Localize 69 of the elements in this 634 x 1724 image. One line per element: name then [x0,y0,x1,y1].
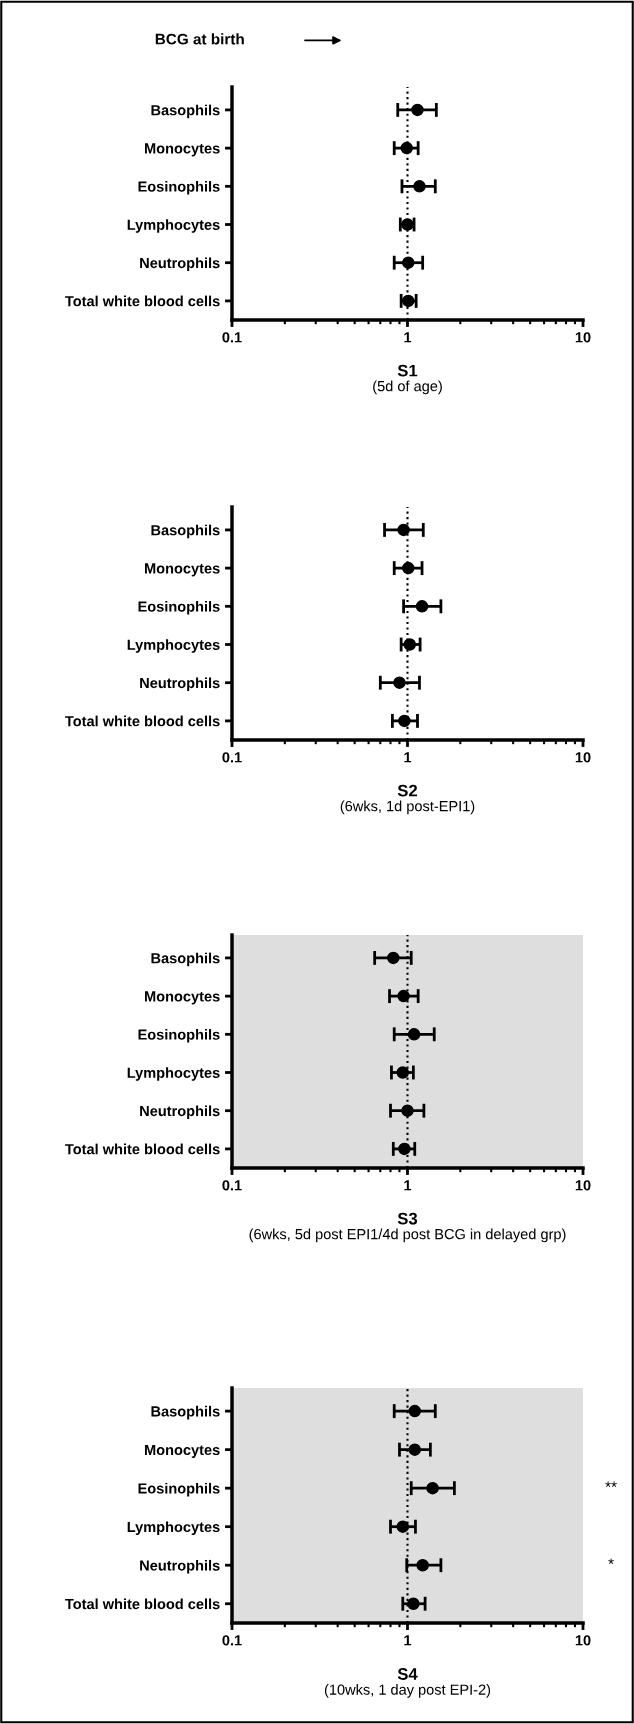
y-tick-label: Lymphocytes [127,1067,220,1081]
x-tick-label: 0.1 [222,332,242,343]
point [397,523,410,537]
x-tick-label: 0.1 [222,1635,242,1646]
point [398,1142,411,1156]
point [393,676,406,689]
text: ** [605,1481,617,1487]
point [398,714,411,728]
point [415,600,429,613]
y-tick-label: Lymphocytes [127,1521,220,1535]
y-tick-label: Basophils [151,952,220,967]
y-tick-label: Total white blood cells [65,1143,220,1155]
text: S2 [397,784,418,797]
y-tick-label: Monocytes [145,563,220,577]
point [426,1481,439,1495]
point [408,1404,422,1418]
text: (6wks, 1d post-EPI1) [340,800,475,815]
text: (10wks, 1 day post EPI-2) [324,1684,491,1698]
point [411,103,424,117]
y-tick-label: Monocytes [145,143,220,157]
y-tick-label: Total white blood cells [65,1598,220,1610]
y-tick-label: Lymphocytes [127,639,220,653]
y-tick-label: Total white blood cells [65,715,220,727]
point [402,256,415,269]
x-tick-label: 1 [404,752,412,763]
point [403,638,417,651]
point [407,1597,420,1610]
y-tick-label: Basophils [151,104,220,119]
y-tick-label: Eosinophils [138,601,220,615]
x-tick-label: 10 [575,752,591,763]
x-tick-label: 1 [404,332,412,343]
text: (6wks, 5d post EPI1/4d post BCG in delayed grp) [249,1228,566,1243]
point [413,180,426,193]
point [408,1443,422,1456]
text: S3 [397,1212,418,1225]
y-tick-label: Total white blood cells [65,295,220,307]
x-tick-label: 0.1 [222,1180,242,1191]
text: * [608,1558,614,1565]
y-tick-label: Neutrophils [140,1105,220,1120]
text: S4 [397,1668,418,1680]
point [397,989,410,1003]
y-tick-label: Lymphocytes [127,219,220,233]
point [400,141,413,155]
y-tick-label: Neutrophils [140,257,220,272]
y-tick-label: Eosinophils [138,1029,220,1043]
x-tick-label: 1 [404,1635,412,1646]
y-tick-label: Monocytes [145,991,220,1005]
text: BCG at birth [155,33,244,45]
y-tick-label: Neutrophils [140,677,220,692]
point [387,951,400,965]
y-tick-label: Basophils [151,524,220,539]
x-tick-label: 1 [404,1180,412,1191]
x-tick-label: 10 [575,332,591,343]
point [401,1104,414,1117]
x-tick-label: 10 [575,1180,591,1191]
y-tick-label: Eosinophils [138,181,220,195]
text: S1 [397,364,418,377]
point [416,1558,429,1572]
y-tick-label: Neutrophils [140,1559,220,1574]
point [396,1066,410,1079]
point [396,1520,410,1533]
y-tick-label: Basophils [151,1405,220,1420]
text: (5d of age) [373,380,442,395]
x-tick-label: 0.1 [222,752,242,763]
y-tick-label: Eosinophils [138,1482,220,1497]
point [402,561,415,575]
point [407,1028,421,1041]
y-tick-label: Monocytes [145,1444,220,1458]
x-tick-label: 10 [575,1635,591,1646]
